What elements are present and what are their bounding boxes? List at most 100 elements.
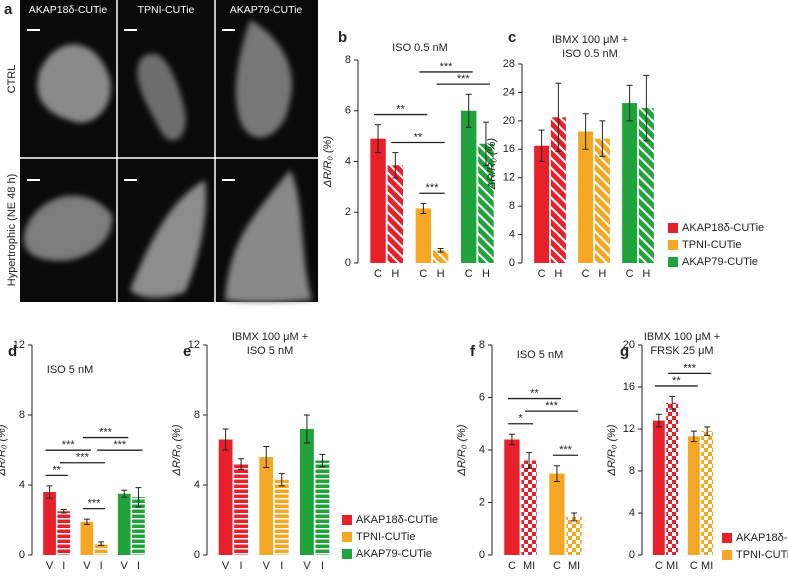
x-tick-label: C (553, 560, 561, 572)
legend-swatch (722, 550, 732, 560)
y-tick-label: 8 (479, 339, 485, 351)
legend-swatch (342, 549, 352, 559)
y-tick-label: 12 (623, 423, 635, 435)
significance-label: *** (88, 498, 102, 510)
bar (478, 143, 494, 263)
x-tick-label: I (62, 560, 65, 572)
y-tick-label: 4 (629, 507, 635, 519)
y-axis-label: ΔR/R₀ (%) (171, 424, 183, 476)
bar (234, 464, 248, 555)
legend-label: TPNI-CUTie (682, 239, 741, 251)
chart-title: ISO 5 nM (47, 364, 93, 376)
x-tick-label: H (482, 268, 490, 280)
x-tick-label: H (642, 268, 650, 280)
x-tick-label: I (321, 560, 324, 572)
y-tick-label: 0 (479, 549, 485, 561)
chart-title: FRSK 25 μM (650, 345, 713, 357)
significance-label: ** (414, 131, 423, 143)
cells (23, 20, 312, 303)
x-tick-label: I (100, 560, 103, 572)
bar (652, 420, 665, 555)
y-tick-label: 12 (188, 339, 200, 351)
significance-label: ** (52, 464, 61, 476)
y-tick-label: 2 (345, 206, 351, 218)
significance-label: *** (76, 452, 90, 464)
y-tick-label: 8 (19, 409, 25, 421)
significance-label: *** (559, 444, 573, 456)
significance-label: *** (113, 439, 127, 451)
y-tick-label: 24 (503, 86, 515, 98)
bar (594, 138, 610, 263)
x-tick-label: I (280, 560, 283, 572)
x-tick-label: C (582, 268, 590, 280)
chart-title: ISO 0.5 nM (562, 48, 618, 60)
bar (218, 439, 233, 555)
significance-label: *** (440, 61, 454, 73)
bar (566, 516, 582, 555)
chart-title: IBMX 100 μM + (232, 331, 308, 343)
column-label: AKAP18δ-CUTie (29, 4, 108, 16)
y-tick-label: 4 (479, 444, 485, 456)
x-tick-label: C (690, 560, 698, 572)
x-tick-label: C (374, 268, 382, 280)
panel-label: f (470, 343, 476, 360)
legend-swatch (668, 223, 678, 233)
y-tick-label: 6 (345, 105, 351, 117)
x-tick-label: H (554, 268, 562, 280)
y-tick-label: 12 (503, 172, 515, 184)
legend-swatch (342, 515, 352, 525)
y-tick-label: 8 (629, 465, 635, 477)
y-axis-label: ΔR/R₀ (%) (456, 424, 468, 476)
y-axis-label: ΔR/R₀ (%) (0, 424, 8, 476)
x-tick-label: H (598, 268, 606, 280)
x-tick-label: I (137, 560, 140, 572)
x-tick-label: C (626, 268, 634, 280)
x-tick-label: V (263, 560, 271, 572)
x-tick-label: H (391, 268, 399, 280)
y-tick-label: 0 (629, 549, 635, 561)
chart-title: IBMX 100 μM + (552, 34, 628, 46)
y-tick-label: 2 (479, 496, 485, 508)
bar (370, 138, 386, 263)
panel-label: b (338, 29, 347, 46)
row-label: CTRL (6, 65, 18, 94)
bar (43, 492, 56, 555)
bar (521, 460, 537, 555)
x-tick-label: I (240, 560, 243, 572)
x-tick-label: C (465, 268, 473, 280)
y-tick-label: 4 (194, 479, 200, 491)
bar (117, 493, 131, 555)
row-label: Hypertrophic (NE 48 h) (6, 174, 18, 287)
x-tick-label: V (222, 560, 230, 572)
y-tick-label: 4 (509, 228, 515, 240)
x-tick-label: C (538, 268, 546, 280)
panel-label: d (8, 343, 17, 360)
column-label: TPNI-CUTie (138, 4, 195, 16)
y-tick-label: 16 (503, 143, 515, 155)
x-tick-label: MI (568, 560, 580, 572)
legend-label: AKAP79-CUTie (682, 256, 758, 268)
legend-swatch (342, 532, 352, 542)
significance-label: *** (457, 73, 471, 85)
y-tick-label: 8 (509, 200, 515, 212)
y-tick-label: 4 (19, 479, 25, 491)
chart-title: ISO 5 nM (247, 345, 293, 357)
x-tick-label: MI (523, 560, 535, 572)
scale-bars (27, 29, 235, 181)
y-tick-label: 16 (623, 381, 635, 393)
y-tick-label: 20 (503, 115, 515, 127)
y-tick-label: 20 (623, 339, 635, 351)
y-axis-label: ΔR/R₀ (%) (606, 424, 618, 476)
y-tick-label: 28 (503, 58, 515, 70)
column-label: AKAP79-CUTie (230, 4, 303, 16)
bar (387, 165, 404, 263)
bar (687, 436, 700, 555)
legend-label: TPNI-CUTie (356, 531, 415, 543)
chart: g IBMX 100 μM + FRSK 25 μM ΔR/R₀ (%) 0 4 8 12 16… (606, 331, 788, 572)
significance-label: *** (99, 426, 113, 438)
